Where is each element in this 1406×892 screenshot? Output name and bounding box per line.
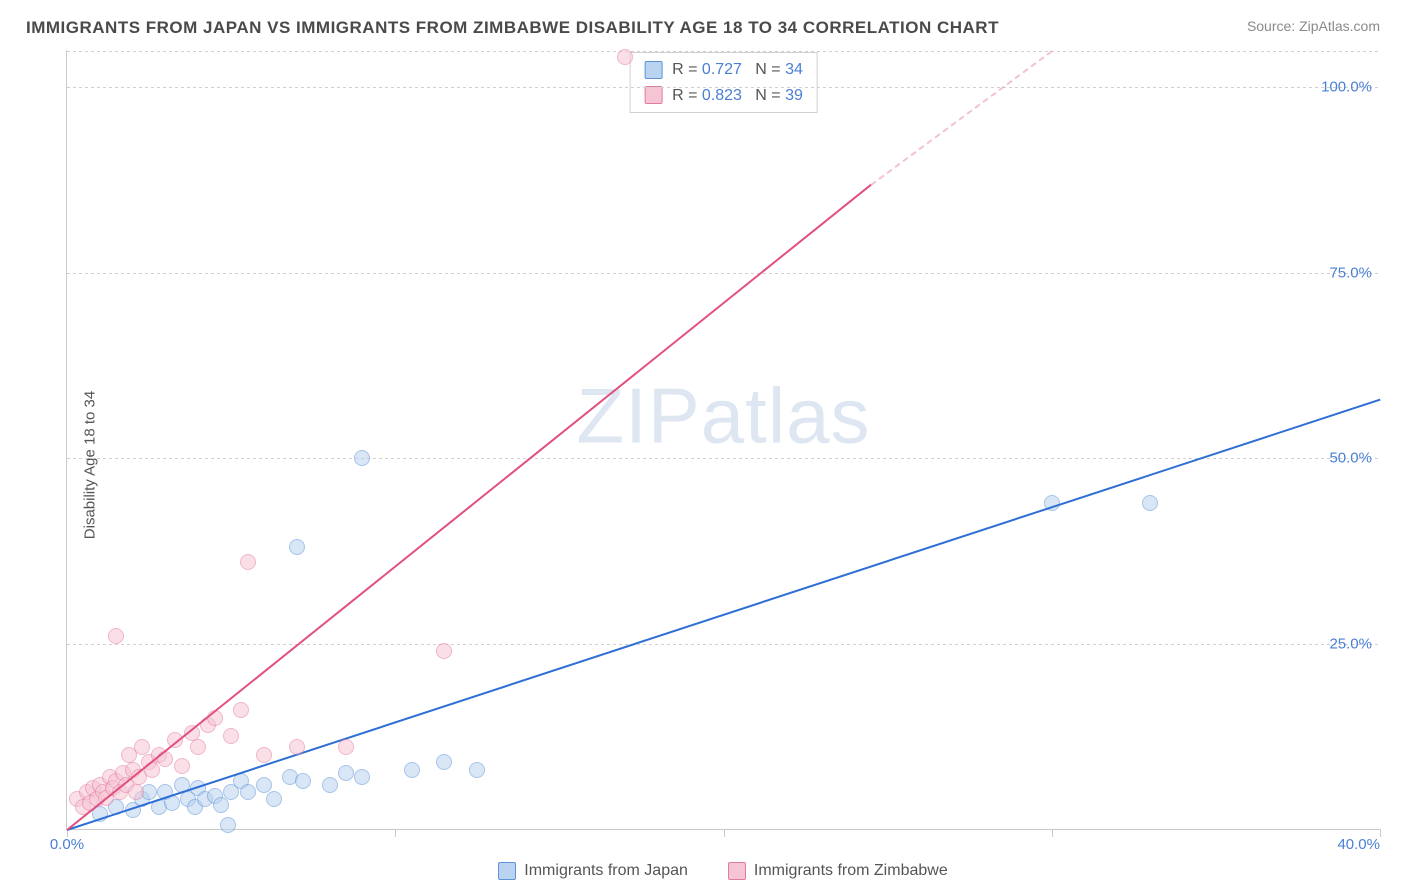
y-tick-label: 100.0% <box>1321 79 1372 96</box>
gridline-h <box>67 644 1380 645</box>
x-tick-label: 40.0% <box>1337 836 1380 853</box>
x-tick <box>395 829 396 837</box>
data-point <box>266 791 282 807</box>
x-tick <box>724 829 725 837</box>
data-point <box>617 49 633 65</box>
y-tick-label: 25.0% <box>1329 635 1372 652</box>
data-point <box>220 817 236 833</box>
x-tick-label: 0.0% <box>50 836 84 853</box>
data-point <box>233 702 249 718</box>
gridline-h <box>67 51 1380 52</box>
data-point <box>256 777 272 793</box>
data-point <box>338 765 354 781</box>
data-point <box>295 773 311 789</box>
trend-line <box>66 184 871 831</box>
legend-item-japan: Immigrants from Japan <box>498 862 688 880</box>
data-point <box>240 784 256 800</box>
data-point <box>1142 495 1158 511</box>
bottom-legend: Immigrants from Japan Immigrants from Zi… <box>66 862 1380 880</box>
trend-line <box>67 399 1381 831</box>
data-point <box>322 777 338 793</box>
chart-container: Disability Age 18 to 34 ZIPatlas R = 0.7… <box>26 50 1380 880</box>
x-tick <box>1052 829 1053 837</box>
data-point <box>338 739 354 755</box>
plot-area: ZIPatlas R = 0.727 N = 34 R = 0.823 N = … <box>66 50 1380 830</box>
corr-row-japan: R = 0.727 N = 34 <box>644 57 803 83</box>
trend-line-dash <box>871 50 1053 185</box>
data-point <box>213 797 229 813</box>
gridline-h <box>67 87 1380 88</box>
chart-title: IMMIGRANTS FROM JAPAN VS IMMIGRANTS FROM… <box>26 18 999 38</box>
data-point <box>128 784 144 800</box>
y-tick-label: 50.0% <box>1329 450 1372 467</box>
data-point <box>469 762 485 778</box>
data-point <box>436 754 452 770</box>
swatch-zimbabwe <box>644 86 662 104</box>
data-point <box>289 739 305 755</box>
data-point <box>354 450 370 466</box>
source-attribution: Source: ZipAtlas.com <box>1247 18 1380 34</box>
legend-swatch-japan <box>498 862 516 880</box>
data-point <box>404 762 420 778</box>
swatch-japan <box>644 61 662 79</box>
gridline-h <box>67 273 1380 274</box>
data-point <box>174 758 190 774</box>
data-point <box>289 539 305 555</box>
data-point <box>134 739 150 755</box>
x-tick <box>1380 829 1381 837</box>
data-point <box>354 769 370 785</box>
data-point <box>240 554 256 570</box>
legend-item-zimbabwe: Immigrants from Zimbabwe <box>728 862 948 880</box>
data-point <box>190 739 206 755</box>
correlation-legend: R = 0.727 N = 34 R = 0.823 N = 39 <box>629 52 818 113</box>
data-point <box>108 628 124 644</box>
y-tick-label: 75.0% <box>1329 264 1372 281</box>
data-point <box>256 747 272 763</box>
legend-swatch-zimbabwe <box>728 862 746 880</box>
gridline-h <box>67 458 1380 459</box>
data-point <box>223 728 239 744</box>
data-point <box>436 643 452 659</box>
